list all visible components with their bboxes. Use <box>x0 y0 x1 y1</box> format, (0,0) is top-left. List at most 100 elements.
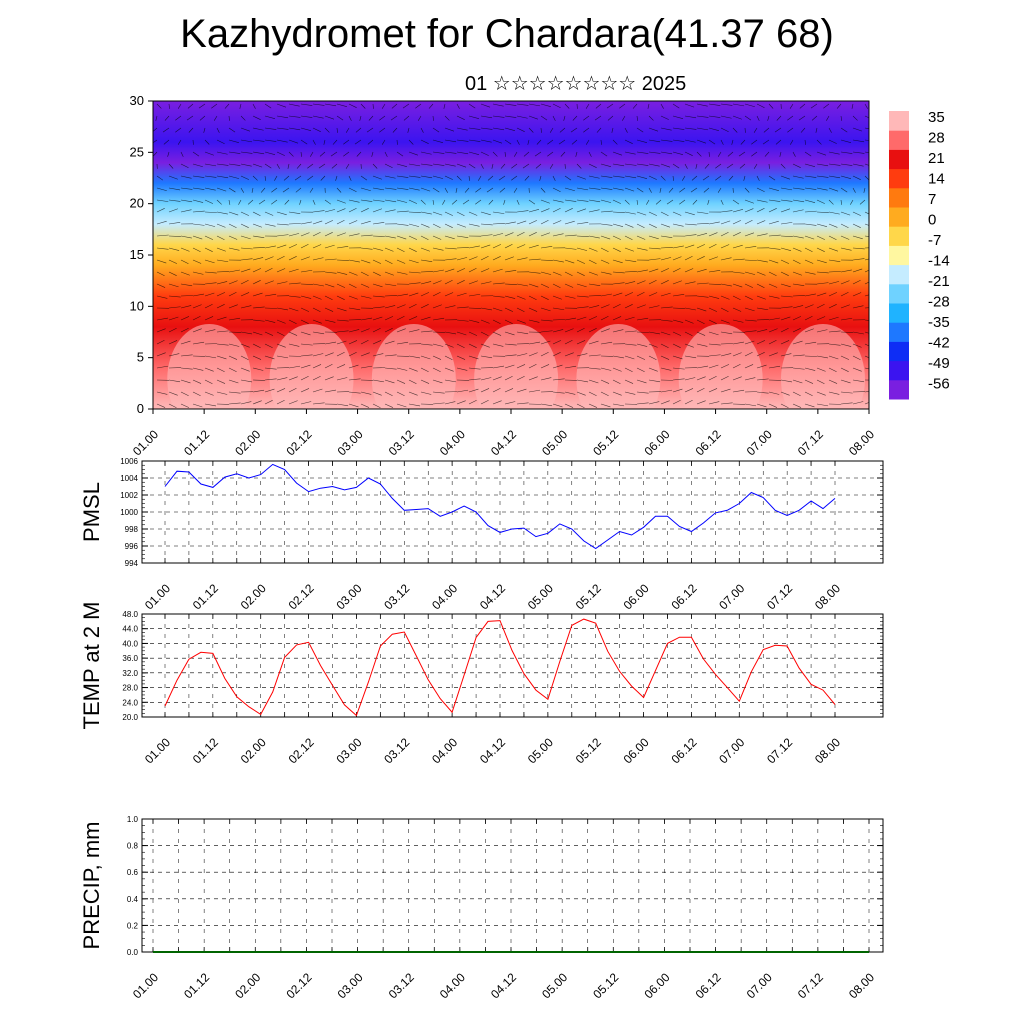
wind-barb <box>168 283 179 288</box>
wind-barb <box>360 365 373 369</box>
wind-barb <box>155 115 158 121</box>
colorbar-label: -28 <box>928 294 950 311</box>
wind-barb <box>511 175 518 181</box>
wind-barb <box>624 391 636 395</box>
wind-barb <box>271 199 278 205</box>
wind-barb <box>576 175 586 180</box>
wind-barb <box>324 209 336 213</box>
wind-barb <box>504 331 515 336</box>
wind-barb <box>852 115 858 121</box>
wind-barb <box>528 389 541 393</box>
wind-barb <box>432 139 444 143</box>
wind-barb <box>516 139 520 145</box>
wind-barb <box>720 364 730 369</box>
wind-barb <box>720 139 724 145</box>
wind-barb <box>252 257 264 261</box>
x-tick-label: 06.12 <box>693 427 724 458</box>
wind-barb <box>216 271 229 273</box>
wind-barb <box>408 151 419 156</box>
wind-barb <box>732 127 738 133</box>
wind-barb <box>480 307 492 311</box>
wind-barb <box>188 127 194 133</box>
wind-barb <box>371 151 374 157</box>
wind-barb <box>767 115 770 121</box>
wind-barb <box>684 223 697 226</box>
wind-barb <box>648 223 657 228</box>
wind-barb <box>588 391 597 396</box>
colorbar-label: 21 <box>928 150 945 167</box>
x-tick-label: 01.00 <box>130 970 161 1001</box>
wind-barb <box>420 343 433 346</box>
wind-barb <box>492 343 504 347</box>
y-tick-label: 998 <box>125 525 139 534</box>
wind-barb <box>636 355 646 360</box>
wind-barb <box>310 151 314 157</box>
wind-barb <box>744 403 757 407</box>
wind-barb <box>366 127 374 133</box>
wind-barb <box>156 391 168 395</box>
wind-barb <box>216 281 228 285</box>
wind-barb <box>864 247 869 249</box>
wind-barb <box>552 115 556 121</box>
wind-barb <box>276 163 280 169</box>
wind-barb <box>324 352 334 357</box>
wind-barb <box>588 175 600 179</box>
wind-barb <box>816 271 829 274</box>
wind-barb <box>828 211 840 215</box>
wind-barb <box>480 388 490 393</box>
x-tick-label: 02.12 <box>283 970 314 1001</box>
wind-barb <box>336 103 347 107</box>
wind-barb <box>740 139 746 145</box>
wind-barb <box>684 400 693 405</box>
wind-barb <box>216 187 227 192</box>
wind-barb <box>252 127 264 131</box>
wind-barb <box>216 379 226 384</box>
wind-barb <box>156 103 162 109</box>
wind-barb <box>468 355 479 360</box>
wind-barb <box>660 163 671 168</box>
wind-barb <box>408 211 421 213</box>
wind-barb <box>324 307 334 312</box>
wind-barb <box>708 319 717 324</box>
wind-barb <box>312 139 316 145</box>
wind-barb <box>168 103 170 109</box>
wind-barb <box>251 187 254 193</box>
wind-barb <box>684 331 693 337</box>
x-tick-label: 07.12 <box>764 735 795 766</box>
wind-barb <box>396 315 405 321</box>
wind-barb <box>180 283 193 287</box>
wind-barb <box>624 259 637 262</box>
wind-barb <box>240 187 244 193</box>
wind-barb <box>768 352 778 357</box>
wind-barb <box>408 282 421 285</box>
wind-barb <box>432 343 444 347</box>
wind-barb <box>540 307 551 312</box>
wind-barb <box>527 139 530 145</box>
wind-barb <box>864 319 869 321</box>
wind-barb <box>672 211 682 216</box>
wind-barb <box>324 232 333 237</box>
wind-barb <box>792 163 801 168</box>
wind-barb <box>588 235 600 239</box>
wind-barb <box>300 364 311 369</box>
wind-barb <box>528 283 539 288</box>
wind-barb <box>552 259 564 263</box>
wind-barb <box>684 281 696 285</box>
wind-barb <box>204 292 215 297</box>
wind-barb <box>392 127 398 133</box>
wind-barb <box>456 331 467 336</box>
wind-barb <box>288 115 301 118</box>
wind-barb <box>213 115 218 121</box>
wind-barb <box>528 307 538 312</box>
wind-barb <box>288 282 301 285</box>
wind-barb <box>695 163 698 169</box>
wind-barb <box>792 209 804 213</box>
wind-barb <box>704 163 710 169</box>
wind-barb <box>396 163 407 168</box>
wind-barb <box>744 283 754 288</box>
wind-barb <box>192 315 201 321</box>
wind-barb <box>168 271 177 276</box>
wind-barb <box>300 232 310 237</box>
wind-barb <box>624 304 633 309</box>
wind-barb <box>492 376 502 381</box>
